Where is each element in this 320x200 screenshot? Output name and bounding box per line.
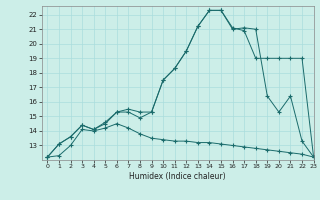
X-axis label: Humidex (Indice chaleur): Humidex (Indice chaleur) [129,172,226,181]
